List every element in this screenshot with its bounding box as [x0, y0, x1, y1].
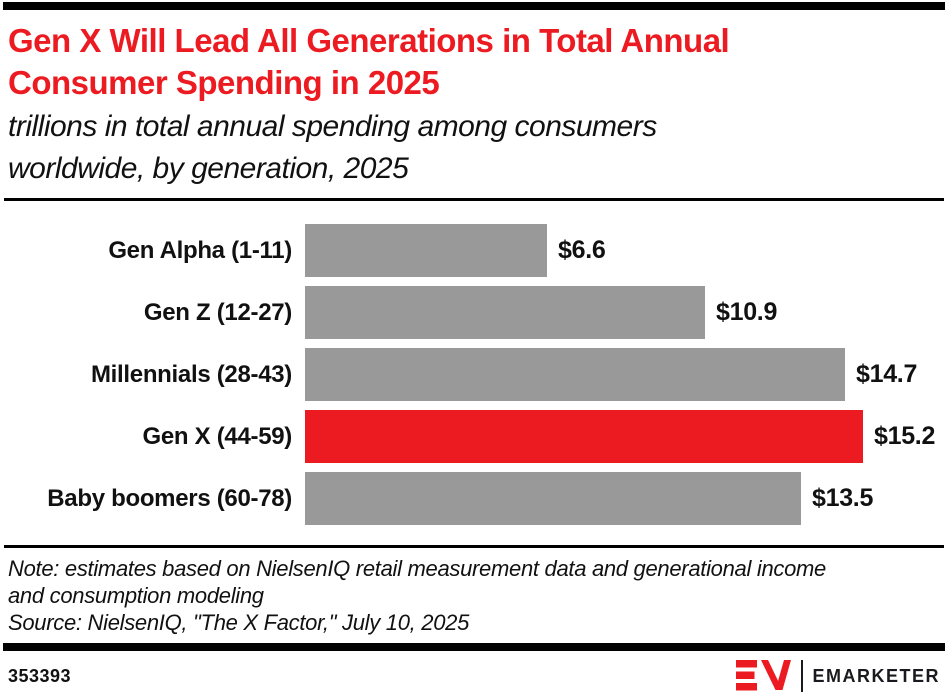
logo-divider	[801, 660, 804, 692]
category-label: Millennials (28-43)	[90, 360, 292, 388]
top-rule-bar	[3, 2, 945, 10]
chart-id: 353393	[8, 665, 72, 686]
chart-title-line2: Consumer Spending in 2025	[8, 64, 440, 101]
bar-rows: Gen Alpha (1-11) $6.6 Gen Z (12-27) $10.9 Mi…	[0, 224, 948, 525]
chart-subtitle-line1: trillions in total annual spending among…	[8, 110, 657, 143]
bar-row: Baby boomers (60-78) $13.5	[0, 472, 948, 525]
bar-row: Millennials (28-43) $14.7	[0, 348, 948, 401]
bar-row: Gen Alpha (1-11) $6.6	[0, 224, 948, 277]
notes-block: Note: estimates based on NielsenIQ retai…	[0, 548, 948, 636]
footer-rule-bar	[3, 643, 945, 651]
chart-divider-rule	[4, 545, 944, 548]
category-label: Gen Alpha (1-11)	[108, 236, 292, 264]
brand-name: EMARKETER	[812, 665, 940, 686]
bar-row: Gen X (44-59) $15.2	[0, 410, 948, 463]
category-label: Gen X (44-59)	[142, 422, 293, 450]
category-label: Baby boomers (60-78)	[47, 484, 292, 512]
chart-subtitle: trillions in total annual spending among…	[8, 106, 940, 190]
chart-title-line1: Gen X Will Lead All Generations in Total…	[8, 22, 730, 59]
header-divider-rule	[4, 198, 944, 201]
emarketer-monogram-icon	[736, 660, 792, 691]
value-label: $15.2	[874, 422, 936, 450]
bar	[305, 286, 705, 339]
bar	[305, 348, 845, 401]
note-line2: and consumption modeling	[8, 583, 264, 608]
bar-row: Gen Z (12-27) $10.9	[0, 286, 948, 339]
source-line: Source: NielsenIQ, "The X Factor," July …	[8, 610, 470, 635]
bar	[305, 472, 801, 525]
header: Gen X Will Lead All Generations in Total…	[0, 10, 948, 190]
chart-subtitle-line2: worldwide, by generation, 2025	[8, 152, 409, 185]
bar	[305, 224, 547, 277]
emarketer-logo: EMARKETER	[736, 659, 940, 693]
footer: 353393 EMARKETER	[0, 657, 948, 695]
value-label: $14.7	[856, 360, 918, 388]
value-label: $10.9	[716, 298, 778, 326]
bar-chart: Gen Alpha (1-11) $6.6 Gen Z (12-27) $10.9 Mi…	[0, 224, 948, 525]
chart-title: Gen X Will Lead All Generations in Total…	[8, 20, 940, 104]
category-label: Gen Z (12-27)	[143, 298, 292, 326]
bar-highlighted	[305, 410, 863, 463]
value-label: $13.5	[812, 484, 874, 512]
note-line1: Note: estimates based on NielsenIQ retai…	[8, 556, 826, 581]
value-label: $6.6	[558, 236, 606, 264]
